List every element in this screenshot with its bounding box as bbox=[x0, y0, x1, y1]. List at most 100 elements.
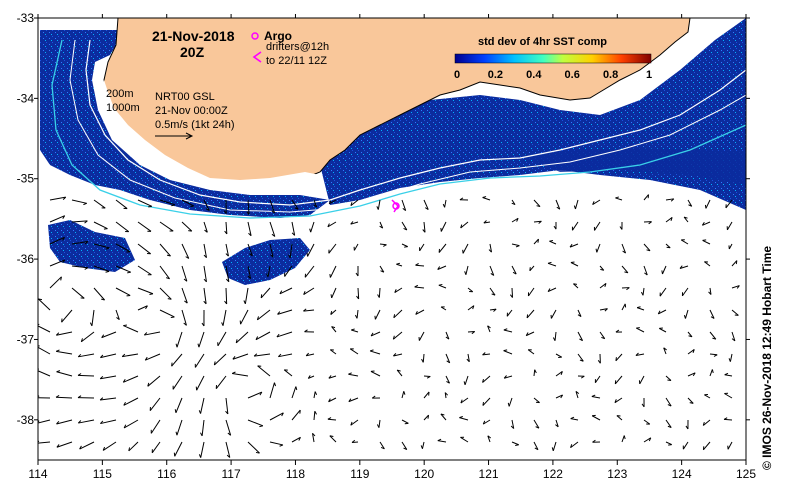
current-arrow-head bbox=[350, 221, 354, 225]
current-arrow-head bbox=[579, 338, 583, 342]
current-arrow-head bbox=[184, 300, 188, 304]
current-arrow bbox=[304, 265, 315, 278]
current-arrow bbox=[225, 265, 230, 282]
current-arrow-head bbox=[183, 322, 187, 326]
current-arrow bbox=[370, 370, 381, 377]
current-arrow-head bbox=[60, 276, 62, 281]
current-arrow bbox=[194, 353, 205, 368]
y-axis: -33 -34 -35 -36 -37 -38 bbox=[17, 11, 750, 427]
current-arrow bbox=[482, 375, 491, 383]
current-arrow-head bbox=[313, 204, 317, 208]
current-arrow-head bbox=[122, 378, 126, 383]
current-arrow bbox=[460, 397, 469, 404]
current-arrow bbox=[511, 419, 515, 429]
current-arrow-head bbox=[77, 420, 82, 424]
current-arrow bbox=[599, 308, 608, 311]
current-arrow bbox=[527, 349, 535, 355]
current-arrow-head bbox=[648, 437, 652, 442]
colorbar-gradient bbox=[454, 53, 652, 64]
current-arrow bbox=[159, 309, 175, 318]
current-arrow bbox=[225, 287, 228, 305]
current-arrow-head bbox=[471, 331, 476, 335]
current-arrow bbox=[313, 391, 316, 399]
current-arrow bbox=[440, 221, 447, 232]
current-arrow-head bbox=[595, 248, 598, 253]
colorbar-tick-label: 0 bbox=[454, 69, 460, 81]
current-arrow bbox=[137, 265, 152, 276]
current-arrow bbox=[555, 199, 561, 210]
current-arrow bbox=[462, 243, 469, 254]
depth-200-label: 200m bbox=[106, 88, 134, 100]
current-arrow-head bbox=[380, 270, 385, 273]
current-arrow-head bbox=[224, 230, 228, 235]
current-arrow bbox=[599, 265, 605, 271]
current-arrow bbox=[350, 199, 359, 207]
current-arrow-head bbox=[482, 378, 484, 383]
current-arrow bbox=[56, 371, 73, 377]
x-tick-label: 119 bbox=[350, 467, 369, 481]
current-arrow-head bbox=[516, 218, 519, 222]
current-arrow-head bbox=[255, 336, 259, 340]
current-arrow-head bbox=[657, 310, 661, 315]
scale-label: 0.5m/s (1kt 24h) bbox=[155, 119, 235, 131]
current-arrow-head bbox=[667, 425, 672, 429]
current-arrow bbox=[123, 397, 139, 406]
current-arrow-head bbox=[223, 210, 227, 214]
current-arrow-head bbox=[100, 354, 104, 358]
current-arrow-head bbox=[415, 263, 419, 266]
current-arrow bbox=[489, 265, 495, 276]
current-arrow-head bbox=[446, 360, 450, 364]
current-arrow-head bbox=[728, 358, 731, 362]
current-arrow-head bbox=[666, 246, 671, 249]
current-arrow-head bbox=[515, 245, 520, 248]
current-arrow bbox=[269, 243, 274, 258]
current-arrow bbox=[71, 199, 87, 204]
current-arrow bbox=[724, 393, 733, 399]
current-vectors bbox=[38, 194, 740, 458]
current-arrow-head bbox=[100, 298, 105, 301]
current-arrow bbox=[659, 327, 667, 333]
current-arrow bbox=[291, 409, 301, 421]
current-arrow-head bbox=[679, 265, 683, 269]
current-arrow bbox=[482, 353, 491, 356]
current-arrow-head bbox=[62, 259, 66, 264]
current-arrow bbox=[440, 306, 447, 311]
current-arrow bbox=[115, 221, 130, 233]
current-arrow bbox=[555, 371, 563, 377]
current-arrow bbox=[357, 287, 360, 299]
current-arrow bbox=[303, 287, 315, 295]
map-time: 20Z bbox=[180, 44, 205, 60]
current-arrow bbox=[348, 373, 359, 377]
current-arrow-head bbox=[570, 444, 573, 448]
current-arrow bbox=[683, 216, 689, 223]
x-tick-label: 125 bbox=[736, 467, 756, 481]
current-arrow-head bbox=[667, 379, 672, 382]
current-arrow-head bbox=[38, 298, 43, 301]
current-arrow bbox=[181, 221, 193, 232]
current-arrow-head bbox=[327, 417, 332, 420]
colorbar-ticks: 0 0.2 0.4 0.6 0.8 1 bbox=[454, 69, 652, 81]
current-arrow-head bbox=[350, 202, 353, 206]
current-arrow-head bbox=[592, 201, 595, 205]
current-arrow-head bbox=[144, 356, 148, 361]
current-arrow bbox=[415, 309, 425, 315]
current-arrow bbox=[137, 287, 154, 295]
current-arrow-head bbox=[491, 293, 496, 296]
current-arrow bbox=[71, 220, 88, 223]
current-arrow bbox=[591, 415, 601, 421]
current-arrow-head bbox=[294, 207, 299, 210]
current-arrow bbox=[684, 309, 689, 319]
current-arrow-head bbox=[221, 322, 224, 326]
current-arrow bbox=[570, 418, 579, 421]
current-arrow-head bbox=[736, 285, 740, 289]
current-arrow-head bbox=[426, 376, 431, 379]
current-arrow bbox=[665, 216, 673, 223]
x-tick-label: 115 bbox=[93, 467, 112, 481]
current-arrow bbox=[396, 263, 403, 267]
current-arrow-head bbox=[380, 446, 385, 450]
current-arrow-head bbox=[259, 391, 263, 396]
current-arrow bbox=[418, 331, 425, 341]
current-arrow bbox=[260, 287, 271, 299]
current-arrow-head bbox=[404, 246, 408, 248]
current-arrow bbox=[642, 287, 645, 296]
